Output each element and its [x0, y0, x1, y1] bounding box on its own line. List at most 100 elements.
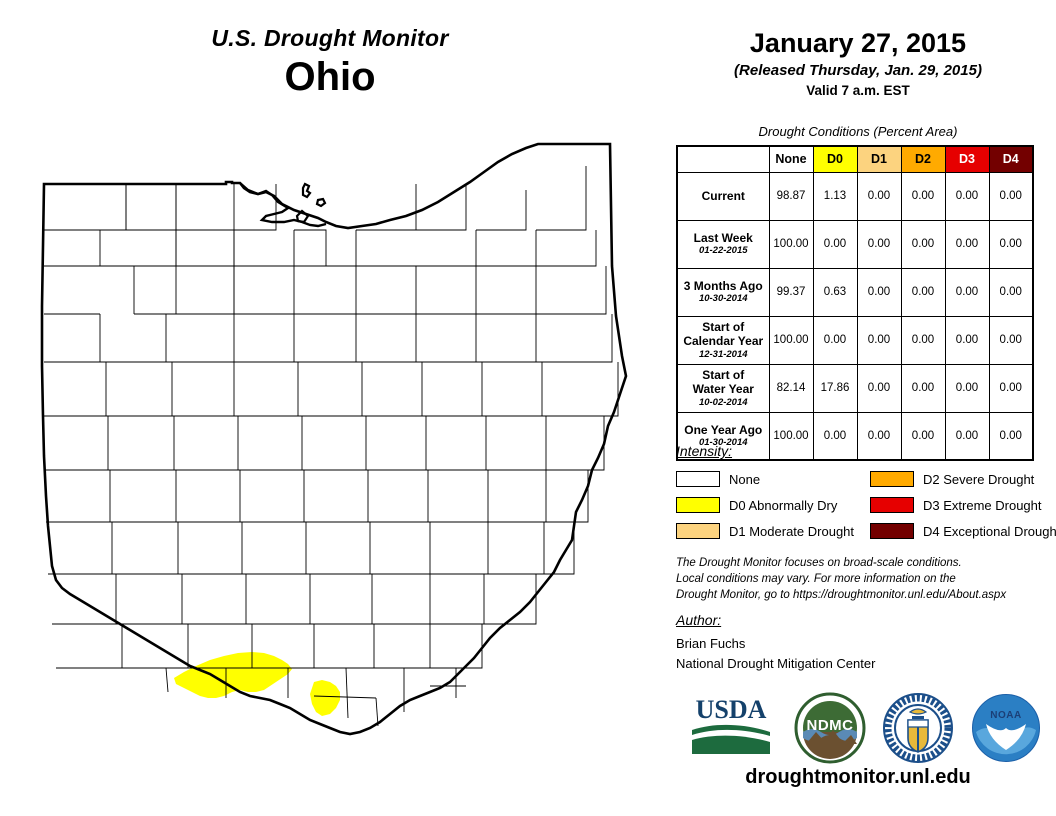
legend-item: D4 Exceptional Drought	[870, 518, 1056, 544]
table-cell-value: 0.00	[812, 315, 858, 365]
header-d3: D3	[944, 145, 990, 173]
table-cell-value: 0.00	[988, 171, 1034, 221]
ohio-state-fill	[42, 144, 626, 734]
table-cell-value: 0.00	[900, 315, 946, 365]
header-d4: D4	[988, 145, 1034, 173]
row-label: Start of Calendar Year 12-31-2014	[676, 315, 770, 365]
disclaimer-text: The Drought Monitor focuses on broad-sca…	[676, 556, 1052, 604]
ndmc-logo-text: NDMC	[807, 717, 854, 734]
legend-swatch	[676, 497, 720, 513]
legend-label: D3 Extreme Drought	[923, 497, 1042, 513]
header-blank	[676, 145, 770, 173]
header-none: None	[768, 145, 814, 173]
lake-shore-detail	[239, 182, 327, 228]
author-info: Brian Fuchs National Drought Mitigation …	[676, 634, 1052, 673]
row-label-date: 12-31-2014	[698, 348, 748, 360]
table-cell-value: 0.63	[812, 267, 858, 317]
table-cell-value: 0.00	[900, 267, 946, 317]
row-label-text: Current	[701, 188, 745, 203]
county-boundaries	[44, 166, 619, 727]
legend-label: None	[729, 471, 761, 487]
header-d1: D1	[856, 145, 902, 173]
legend-label: D0 Abnormally Dry	[729, 497, 838, 513]
table-cell-value: 0.00	[988, 315, 1034, 365]
table-row: Start of Calendar Year 12-31-2014 100.00 0.0…	[676, 315, 1034, 365]
row-label-date: 10-30-2014	[698, 293, 748, 305]
valid-time: Valid 7 a.m. EST	[806, 83, 910, 99]
drought-conditions-table: None D0 D1 D2 D3 D4 Current 98.87 1.13 0.00…	[676, 145, 1034, 461]
table-cell-value: 0.00	[988, 363, 1034, 413]
author-heading: Author:	[676, 612, 722, 628]
usda-logo-text: USDA	[696, 695, 767, 724]
table-cell-value: 0.00	[900, 411, 946, 461]
table-cell-value: 0.00	[900, 363, 946, 413]
ndmc-logo: NDMC	[794, 692, 866, 764]
report-date: January 27, 2015	[749, 28, 967, 58]
table-cell-value: 0.00	[856, 315, 902, 365]
table-cell-value: 0.00	[944, 315, 990, 365]
table-cell-value: 100.00	[768, 315, 814, 365]
table-row: Current 98.87 1.13 0.00 0.00 0.00 0.00	[676, 171, 1034, 221]
table-cell-value: 0.00	[944, 267, 990, 317]
row-label-date: 01-22-2015	[698, 245, 748, 257]
row-label-text: Start of	[702, 368, 745, 383]
agency-logos: USDA NDMC	[666, 692, 1056, 768]
table-cell-value: 100.00	[768, 411, 814, 461]
intensity-heading: Intensity:	[676, 443, 733, 459]
table-cell-value: 0.00	[944, 363, 990, 413]
table-row: Last Week 01-22-2015 100.00 0.00 0.00 0.00 0.0…	[676, 219, 1034, 269]
legend-column-left: None D0 Abnormally Dry D1 Moderate Drought	[676, 466, 854, 544]
legend-swatch	[870, 497, 914, 513]
table-cell-value: 0.00	[856, 219, 902, 269]
legend-item: D0 Abnormally Dry	[676, 492, 854, 518]
row-label-date: 10-02-2014	[698, 396, 748, 408]
legend-item: D3 Extreme Drought	[870, 492, 1056, 518]
disclaimer-line: Drought Monitor, go to https://droughtmo…	[676, 588, 1007, 601]
table-cell-value: 0.00	[812, 219, 858, 269]
website-url[interactable]: droughtmonitor.unl.edu	[745, 766, 971, 788]
row-label-text: One Year Ago	[684, 423, 763, 438]
table-row: One Year Ago 01-30-2014 100.00 0.00 0.00 0.00…	[676, 411, 1034, 461]
table-cell-value: 0.00	[944, 411, 990, 461]
date-block: January 27, 2015 (Released Thursday, Jan…	[660, 28, 1056, 98]
row-label-date: 01-30-2014	[698, 437, 748, 449]
legend-item: None	[676, 466, 854, 492]
legend-label: D2 Severe Drought	[923, 471, 1035, 487]
table-cell-value: 0.00	[812, 411, 858, 461]
usdc-seal	[883, 693, 953, 763]
ohio-map-svg[interactable]	[26, 126, 654, 786]
legend-item: D1 Moderate Drought	[676, 518, 854, 544]
legend-swatch	[870, 523, 914, 539]
table-cell-value: 99.37	[768, 267, 814, 317]
row-label: 3 Months Ago 10-30-2014	[676, 267, 770, 317]
table-cell-value: 0.00	[988, 219, 1034, 269]
ohio-map[interactable]	[26, 126, 654, 786]
table-cell-value: 17.86	[812, 363, 858, 413]
noaa-logo: NOAA	[972, 694, 1040, 762]
header-d2: D2	[900, 145, 946, 173]
row-label-text: Start of	[702, 320, 745, 335]
table-body: Current 98.87 1.13 0.00 0.00 0.00 0.00 Last Wee…	[676, 171, 1034, 461]
table-cell-value: 82.14	[768, 363, 814, 413]
table-cell-value: 0.00	[944, 171, 990, 221]
table-row: 3 Months Ago 10-30-2014 99.37 0.63 0.00 0.00 0…	[676, 267, 1034, 317]
legend-swatch	[676, 523, 720, 539]
table-cell-value: 0.00	[856, 363, 902, 413]
table-row: Start of Water Year 10-02-2014 82.14 17.86 0.…	[676, 363, 1034, 413]
table-cell-value: 0.00	[856, 171, 902, 221]
table-cell-value: 100.00	[768, 219, 814, 269]
author-name: Brian Fuchs	[676, 636, 746, 651]
table-cell-value: 0.00	[944, 219, 990, 269]
legend-swatch	[676, 471, 720, 487]
row-label: Start of Water Year 10-02-2014	[676, 363, 770, 413]
table-cell-value: 0.00	[988, 411, 1034, 461]
row-label-text: Calendar Year	[683, 334, 764, 349]
author-org: National Drought Mitigation Center	[676, 655, 876, 671]
table-cell-value: 0.00	[988, 267, 1034, 317]
info-panel: January 27, 2015 (Released Thursday, Jan…	[660, 0, 1056, 816]
header-d0: D0	[812, 145, 858, 173]
table-cell-value: 1.13	[812, 171, 858, 221]
ohio-state-outline	[40, 142, 628, 736]
noaa-logo-text: NOAA	[990, 710, 1021, 721]
legend-item: D2 Severe Drought	[870, 466, 1056, 492]
